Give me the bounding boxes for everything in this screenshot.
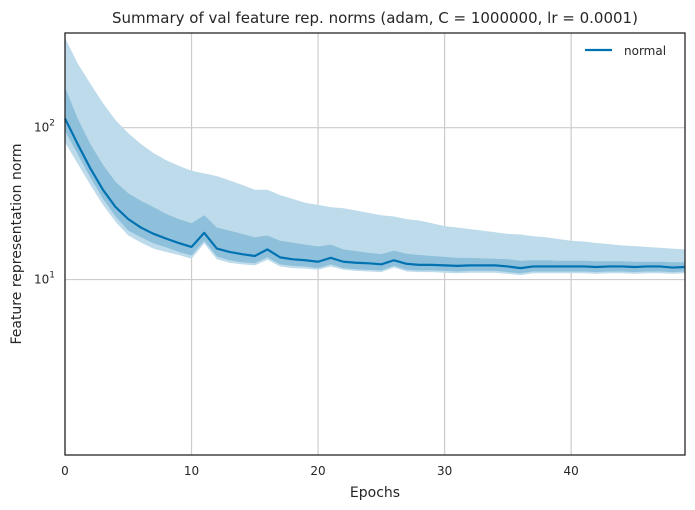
y-ticks: 101 102 bbox=[34, 119, 55, 287]
x-tick-label: 30 bbox=[437, 464, 452, 478]
x-axis-label: Epochs bbox=[350, 485, 400, 501]
x-ticks: 0 10 20 30 40 bbox=[61, 464, 579, 478]
y-tick-label: 101 bbox=[34, 271, 55, 287]
outer-band-normal bbox=[65, 37, 685, 276]
x-tick-label: 10 bbox=[184, 464, 199, 478]
legend: normal bbox=[585, 44, 666, 58]
legend-label-normal: normal bbox=[624, 44, 666, 58]
plot-area bbox=[64, 37, 686, 276]
x-tick-label: 20 bbox=[310, 464, 325, 478]
y-tick-label: 102 bbox=[34, 119, 55, 135]
y-axis-label: Feature representation norm bbox=[9, 143, 25, 344]
series-line-normal bbox=[64, 117, 686, 270]
plot-frame bbox=[64, 32, 686, 456]
chart-title: Summary of val feature rep. norms (adam,… bbox=[112, 9, 638, 27]
x-tick-label: 0 bbox=[61, 464, 69, 478]
x-tick-label: 40 bbox=[563, 464, 578, 478]
